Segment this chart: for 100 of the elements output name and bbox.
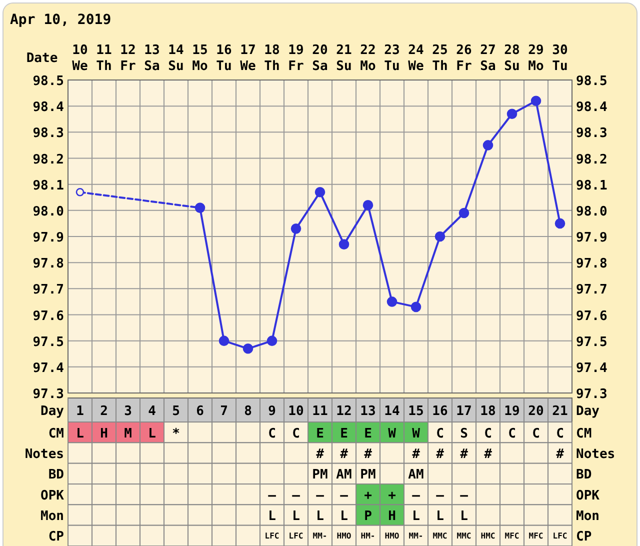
text: E bbox=[364, 426, 372, 442]
text: W bbox=[388, 426, 396, 442]
x-tick-label: 27 Sa bbox=[480, 43, 496, 74]
x-tick-label: 13 Sa bbox=[144, 43, 160, 74]
x2-tick-label: 20 bbox=[528, 404, 544, 419]
y-tick-label: 97.6 bbox=[32, 308, 64, 324]
y2-tick-label: 98.1 bbox=[576, 178, 608, 194]
x-tick-label: 29 Mo bbox=[528, 43, 544, 74]
text: L bbox=[76, 426, 84, 442]
x2-tick-label: 14 bbox=[384, 404, 400, 419]
category-label: CP bbox=[48, 530, 64, 545]
y2-tick-label: 97.3 bbox=[576, 387, 608, 402]
point bbox=[482, 140, 494, 150]
text: E bbox=[316, 426, 324, 442]
x-tick-label: 19 Fr bbox=[288, 43, 304, 74]
x2-tick-label: 5 bbox=[172, 404, 180, 419]
y2-tick-label: 97.6 bbox=[576, 308, 608, 324]
text: – bbox=[436, 488, 444, 504]
text: L bbox=[460, 509, 468, 524]
point bbox=[290, 224, 302, 234]
category-label: Notes bbox=[576, 447, 616, 462]
x2-tick-label: 7 bbox=[220, 404, 228, 419]
y-tick-label: 98.1 bbox=[32, 178, 64, 194]
text: # bbox=[364, 447, 372, 462]
y2-tick-label: 98.3 bbox=[576, 126, 608, 142]
point bbox=[218, 336, 230, 346]
y-tick-label: 97.9 bbox=[32, 230, 64, 246]
text: Day bbox=[576, 404, 600, 419]
text: PM bbox=[312, 468, 328, 483]
x-tick-label: 30 Tu bbox=[552, 43, 568, 74]
text: LFC bbox=[264, 532, 280, 541]
y-tick-label: 98.3 bbox=[32, 126, 64, 142]
text: MMC bbox=[456, 532, 472, 541]
text: MMC bbox=[432, 532, 448, 541]
text: MFC bbox=[528, 532, 544, 541]
category-label: OPK bbox=[40, 488, 64, 504]
text: E bbox=[340, 426, 348, 442]
category-label: BD bbox=[48, 468, 64, 483]
text: HMO bbox=[384, 532, 400, 541]
y-tick-label: 97.5 bbox=[32, 334, 64, 350]
x-tick-label: 23 Tu bbox=[384, 43, 400, 74]
x-tick-label: 14 Su bbox=[168, 43, 184, 74]
text: MFC bbox=[504, 532, 520, 541]
text: + bbox=[388, 488, 396, 504]
category-label: CM bbox=[576, 426, 592, 442]
text: * bbox=[172, 426, 180, 442]
text: # bbox=[460, 447, 468, 462]
x-tick-label: 10 We bbox=[72, 43, 88, 74]
text: HMO bbox=[336, 532, 352, 541]
x-tick-label: 21 Su bbox=[336, 43, 352, 74]
category-label: Notes bbox=[24, 447, 64, 462]
y2-tick-label: 98.2 bbox=[576, 152, 608, 168]
text: L bbox=[292, 509, 300, 524]
x2-tick-label: 9 bbox=[268, 404, 276, 419]
text: AM bbox=[408, 468, 424, 483]
chart-title: Apr 10, 2019 bbox=[10, 12, 112, 28]
x2-tick-label: 1 bbox=[76, 404, 84, 419]
text: P bbox=[364, 509, 372, 524]
x-tick-label: 25 Th bbox=[432, 43, 448, 74]
x2-tick-label: 4 bbox=[148, 404, 156, 419]
x2-axis-title: Day bbox=[40, 404, 64, 419]
text: L bbox=[412, 509, 420, 524]
text: LFC bbox=[288, 532, 304, 541]
text: – bbox=[460, 488, 468, 504]
text: C bbox=[532, 426, 540, 442]
text: – bbox=[268, 488, 276, 504]
text: HMC bbox=[480, 532, 496, 541]
point bbox=[530, 96, 542, 106]
x2-tick-label: 16 bbox=[432, 404, 448, 419]
x2-tick-label: 12 bbox=[336, 404, 352, 419]
x2-tick-label: 15 bbox=[408, 404, 424, 419]
text: – bbox=[412, 488, 420, 504]
y-tick-label: 97.4 bbox=[32, 360, 64, 376]
text: – bbox=[292, 488, 300, 504]
x-tick-label: 20 Sa bbox=[312, 43, 328, 74]
text: L bbox=[436, 509, 444, 524]
text: LFC bbox=[552, 532, 568, 541]
category-label: Mon bbox=[576, 509, 600, 524]
y2-tick-label: 98.4 bbox=[576, 100, 608, 116]
text: HM- bbox=[360, 532, 376, 541]
category-label: OPK bbox=[576, 488, 600, 504]
point bbox=[386, 296, 398, 307]
text: + bbox=[364, 488, 372, 504]
x-tick-label: 18 Th bbox=[264, 43, 280, 74]
y-tick-label: 98.2 bbox=[32, 152, 64, 168]
text: C bbox=[556, 426, 564, 442]
text: # bbox=[412, 447, 420, 462]
point bbox=[76, 188, 84, 196]
x2-tick-label: 17 bbox=[456, 404, 472, 419]
category-label: CM bbox=[48, 426, 64, 442]
text: L bbox=[148, 426, 156, 442]
text: # bbox=[340, 447, 348, 462]
text: M bbox=[124, 426, 132, 442]
text: # bbox=[316, 447, 324, 462]
y-tick-label: 97.3 bbox=[32, 387, 64, 402]
point bbox=[242, 344, 254, 354]
text: MM- bbox=[408, 532, 424, 541]
text: # bbox=[484, 447, 492, 462]
x-tick-label: 24 We bbox=[408, 43, 424, 74]
text: – bbox=[340, 488, 348, 504]
